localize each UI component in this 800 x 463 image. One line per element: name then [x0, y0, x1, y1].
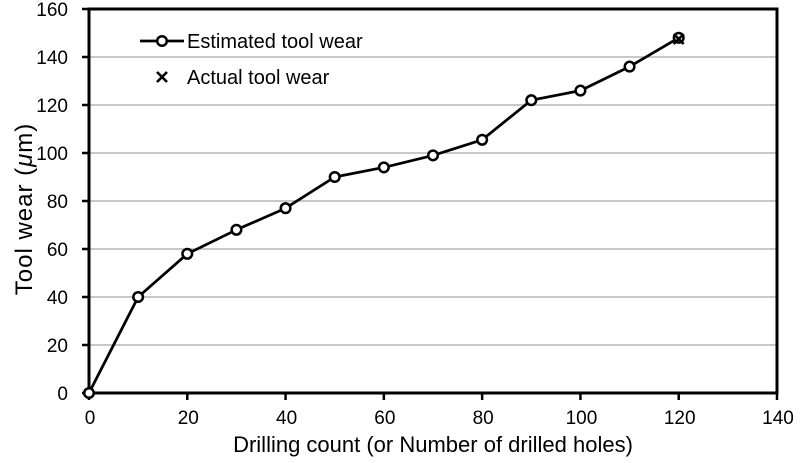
y-tick-label-40: 40 — [47, 288, 68, 309]
series-actual — [672, 33, 685, 45]
legend-x-marker-icon — [156, 71, 168, 83]
x-tick-label-120: 120 — [664, 408, 696, 429]
estimated-data-point-marker — [328, 170, 341, 184]
legend-x-marker-icon-stroke-2 — [156, 71, 168, 83]
estimated-data-point-marker — [574, 84, 587, 97]
estimated-data-point-marker — [132, 290, 145, 304]
x-tick-label-100: 100 — [566, 408, 598, 429]
y-tick-label-60: 60 — [47, 240, 68, 261]
y-tick-label-20: 20 — [47, 336, 68, 357]
legend-circle-marker-icon — [155, 34, 169, 48]
legend-label-1: Actual tool wear — [187, 67, 330, 89]
x-axis-label: Drilling count (or Number of drilled hol… — [233, 432, 633, 457]
y-axis-label: Tool wear (μm) — [11, 123, 38, 296]
actual-data-point-x-marker-stroke-2 — [672, 33, 685, 45]
legend-label-0: Estimated tool wear — [187, 31, 363, 53]
estimated-data-point-marker — [426, 149, 440, 162]
y-tick-label-160: 160 — [36, 0, 68, 21]
y-tick-label-140: 140 — [36, 48, 68, 69]
estimated-data-point-marker — [230, 223, 243, 236]
y-tick-label-0: 0 — [57, 384, 68, 405]
y-tick-label-100: 100 — [36, 144, 68, 165]
estimated-data-point-marker — [623, 60, 636, 73]
y-tick-label-80: 80 — [47, 192, 68, 213]
series-estimated — [82, 31, 685, 400]
estimated-data-point-marker — [82, 386, 96, 400]
x-tick-label-80: 80 — [473, 408, 494, 429]
estimated-data-point-marker — [181, 247, 194, 260]
y-tick-label-120: 120 — [36, 96, 68, 117]
legend-item-actual: Actual tool wear — [156, 67, 330, 89]
x-tick-label-40: 40 — [276, 408, 297, 429]
x-tick-label-140: 140 — [762, 408, 794, 429]
estimated-data-point-marker — [476, 133, 489, 146]
estimated-data-point-marker — [279, 202, 292, 215]
estimated-data-point-marker — [377, 161, 390, 174]
series-line-0 — [87, 36, 680, 394]
legend: Estimated tool wear Actual tool wear — [140, 31, 363, 89]
x-tick-label-0: 0 — [85, 408, 96, 429]
x-tick-label-20: 20 — [178, 408, 199, 429]
actual-data-point-x-marker — [672, 33, 685, 45]
estimated-data-point-marker — [525, 94, 538, 107]
x-tick-label-60: 60 — [374, 408, 395, 429]
legend-item-estimated: Estimated tool wear — [140, 31, 363, 53]
